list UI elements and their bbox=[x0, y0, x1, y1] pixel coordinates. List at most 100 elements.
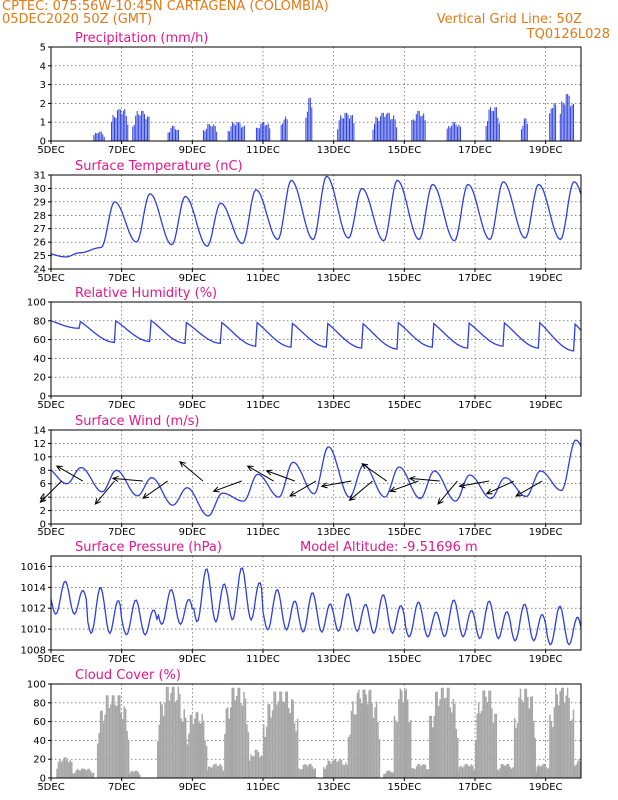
x-tick-label: 7DEC bbox=[108, 145, 135, 156]
cloud-bar bbox=[162, 715, 165, 778]
precip-bar bbox=[146, 116, 148, 141]
cloud-bar bbox=[235, 695, 238, 778]
panel-title: Surface Temperature (nC) bbox=[75, 159, 243, 174]
precip-bar bbox=[118, 109, 120, 141]
wind-vector bbox=[320, 480, 352, 489]
cloud-bar bbox=[556, 694, 559, 778]
cloud-bar bbox=[352, 701, 354, 778]
y-tick-label: 12 bbox=[33, 439, 46, 450]
y-tick-label: 8 bbox=[40, 466, 46, 477]
cloud-bar bbox=[209, 766, 211, 778]
precip-bar bbox=[170, 127, 172, 141]
cloud-bar bbox=[133, 771, 135, 778]
precip-bar bbox=[148, 116, 150, 141]
precip-bar bbox=[571, 104, 573, 141]
x-tick-label: 9DEC bbox=[179, 782, 206, 793]
precip-bar bbox=[308, 98, 310, 141]
precip-bar bbox=[340, 115, 342, 141]
cloud-bar bbox=[75, 770, 77, 778]
cloud-bar bbox=[225, 708, 228, 778]
run-datetime: 05DEC2020 50Z (GMT) bbox=[2, 12, 153, 27]
cloud-bar bbox=[333, 759, 335, 778]
cloud-bar bbox=[569, 720, 572, 778]
cloud-bar bbox=[99, 711, 102, 778]
cloud-bar bbox=[466, 763, 468, 778]
precip-bar bbox=[99, 131, 101, 141]
cloud-bar bbox=[231, 687, 233, 778]
cloud-bar bbox=[372, 717, 375, 778]
cloud-bar bbox=[358, 689, 360, 778]
y-tick-label: 0 bbox=[40, 520, 46, 531]
cloud-bar bbox=[496, 768, 498, 778]
cloud-bar bbox=[489, 690, 492, 778]
cloud-bar bbox=[293, 722, 296, 778]
x-tick-label: 19DEC bbox=[529, 654, 563, 665]
cloud-bar bbox=[467, 765, 470, 778]
y-tick-label: 4 bbox=[40, 61, 46, 72]
precip-bar bbox=[393, 115, 395, 141]
y-tick-label: 1010 bbox=[21, 625, 46, 636]
y-tick-label: 40 bbox=[33, 736, 46, 747]
plot-frame bbox=[50, 174, 582, 270]
cloud-bar bbox=[176, 700, 178, 778]
precip-bar bbox=[114, 117, 116, 141]
precip-bar bbox=[520, 129, 522, 141]
precip-bar bbox=[567, 94, 569, 141]
cloud-bar bbox=[215, 763, 217, 778]
precip-bar bbox=[379, 116, 381, 141]
cloud-bar bbox=[111, 695, 114, 778]
cloud-bar bbox=[454, 703, 456, 778]
cloud-bar bbox=[274, 691, 277, 778]
cloud-bar bbox=[549, 714, 551, 778]
x-tick-label: 9DEC bbox=[179, 273, 206, 284]
precip-bar bbox=[412, 119, 414, 141]
x-tick-label: 15DEC bbox=[387, 145, 421, 156]
cloud-bar bbox=[491, 708, 493, 778]
cloud-bar bbox=[311, 766, 314, 778]
cloud-bar bbox=[539, 766, 541, 778]
x-tick-label: 5DEC bbox=[37, 782, 64, 793]
cloud-bar bbox=[192, 724, 195, 778]
cloud-bar bbox=[91, 772, 93, 778]
precip-bar bbox=[237, 122, 239, 141]
precip-bar bbox=[523, 118, 525, 141]
cloud-bar bbox=[437, 705, 440, 778]
cloud-bar bbox=[195, 712, 198, 778]
y-tick-label: 31 bbox=[33, 171, 46, 182]
precip-bar bbox=[552, 108, 554, 141]
precip-bar bbox=[205, 128, 207, 141]
precip-bar bbox=[280, 125, 282, 141]
cloud-bar bbox=[433, 715, 435, 778]
precip-bar bbox=[555, 104, 557, 141]
precip-bar bbox=[176, 129, 178, 141]
precip-bar bbox=[343, 118, 345, 141]
y-tick-label: 100 bbox=[27, 298, 46, 309]
precip-bar bbox=[376, 117, 378, 141]
cloud-bar bbox=[488, 690, 490, 778]
series-line bbox=[50, 567, 582, 646]
cloud-bar bbox=[136, 770, 138, 778]
plot-frame bbox=[50, 429, 582, 525]
cloud-bar bbox=[343, 764, 346, 778]
panel-title: Surface Wind (m/s) bbox=[75, 414, 199, 429]
cloud-bar bbox=[244, 698, 247, 778]
precip-bar bbox=[239, 123, 241, 141]
precip-bar bbox=[351, 115, 353, 141]
cloud-bar bbox=[280, 691, 283, 778]
x-tick-label: 5DEC bbox=[37, 145, 64, 156]
x-tick-label: 9DEC bbox=[179, 145, 206, 156]
cloud-bar bbox=[119, 695, 121, 778]
cloud-bar bbox=[302, 764, 305, 778]
y-tick-label: 20 bbox=[33, 373, 46, 384]
precip-bar bbox=[414, 120, 416, 141]
cloud-bar bbox=[533, 720, 535, 778]
precip-bar bbox=[243, 125, 245, 141]
cloud-bar bbox=[345, 762, 347, 778]
cloud-bar bbox=[243, 691, 245, 778]
cloud-bar bbox=[288, 707, 290, 778]
precip-bar bbox=[375, 116, 377, 141]
precip-bar bbox=[573, 103, 575, 141]
cloud-bar bbox=[436, 691, 438, 778]
precip-bar bbox=[235, 125, 237, 141]
cloud-bar bbox=[76, 768, 79, 778]
